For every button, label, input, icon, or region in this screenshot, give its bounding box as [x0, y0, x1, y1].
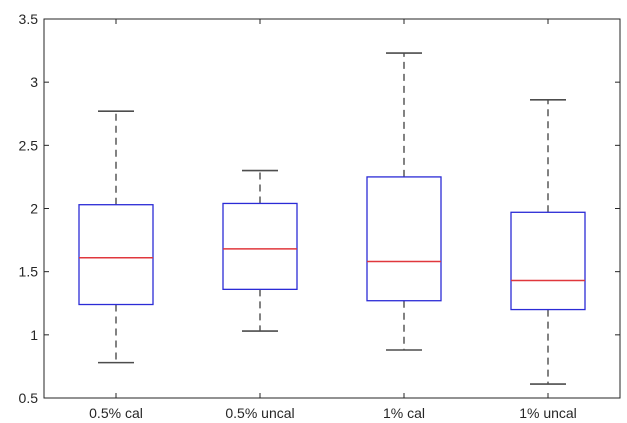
y-tick-label: 2: [30, 201, 38, 217]
y-tick-label: 3.5: [19, 11, 39, 27]
box-group-4: [510, 99, 586, 385]
iqr-box: [366, 176, 442, 302]
y-axis: 0.5 1 1.5 2 2.5 3 3.5: [19, 11, 620, 406]
x-tick-label: 1% uncal: [519, 405, 577, 421]
iqr-box: [222, 202, 298, 291]
y-tick-label: 1.5: [19, 264, 39, 280]
x-tick-label: 1% cal: [383, 405, 425, 421]
y-tick-label: 1: [30, 327, 38, 343]
x-axis: 0.5% cal 0.5% uncal 1% cal 1% uncal: [89, 19, 577, 421]
box-group-2: [222, 169, 298, 332]
y-tick-label: 2.5: [19, 137, 39, 153]
plot-marks: [78, 52, 586, 385]
y-tick-label: 3: [30, 74, 38, 90]
y-tick-label: 0.5: [19, 390, 39, 406]
x-tick-label: 0.5% cal: [89, 405, 143, 421]
iqr-box: [78, 204, 154, 306]
box-group-3: [366, 52, 442, 351]
box-group-1: [78, 110, 154, 364]
x-tick-label: 0.5% uncal: [225, 405, 294, 421]
iqr-box: [510, 211, 586, 311]
